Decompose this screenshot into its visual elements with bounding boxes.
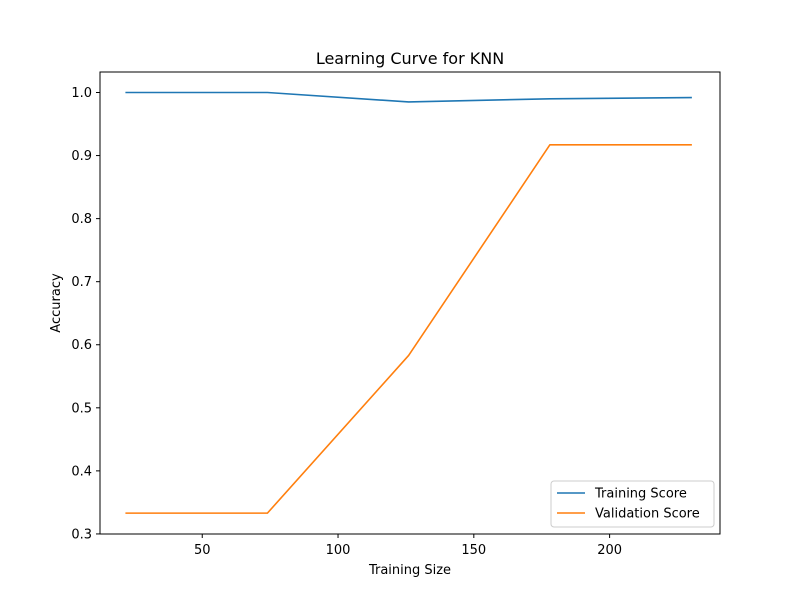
series-line-1 <box>125 144 692 514</box>
series-line-0 <box>125 91 692 103</box>
legend-box <box>550 480 715 528</box>
chart-title: Learning Curve for KNN <box>316 49 504 68</box>
y-tick-label: 0.5 <box>71 401 92 416</box>
series-lines <box>125 91 692 514</box>
x-tick-label: 200 <box>597 543 622 558</box>
y-tick-label: 0.7 <box>71 275 92 290</box>
x-tick-label: 150 <box>461 543 486 558</box>
y-tick-label: 0.8 <box>71 212 92 227</box>
y-tick-label: 0.9 <box>71 149 92 164</box>
y-tick-label: 0.3 <box>71 527 92 542</box>
y-tick-label: 0.6 <box>71 338 92 353</box>
y-tick-label: 0.4 <box>71 464 92 479</box>
y-tick-label: 1.0 <box>71 86 92 101</box>
legend-label: Training Score <box>594 487 687 502</box>
x-tick-label: 100 <box>326 543 351 558</box>
x-axis-title: Training Size <box>368 563 451 578</box>
axis-ticks: 50 100 150 200 0.3 0.4 0.5 0.6 0.7 0.8 0.9 1.0 <box>71 86 622 558</box>
y-axis-title: Accuracy <box>49 273 64 333</box>
legend: Training Score Validation Score <box>550 480 715 528</box>
plot-area-frame <box>99 71 721 535</box>
legend-label: Validation Score <box>595 507 700 522</box>
x-tick-label: 50 <box>194 543 211 558</box>
